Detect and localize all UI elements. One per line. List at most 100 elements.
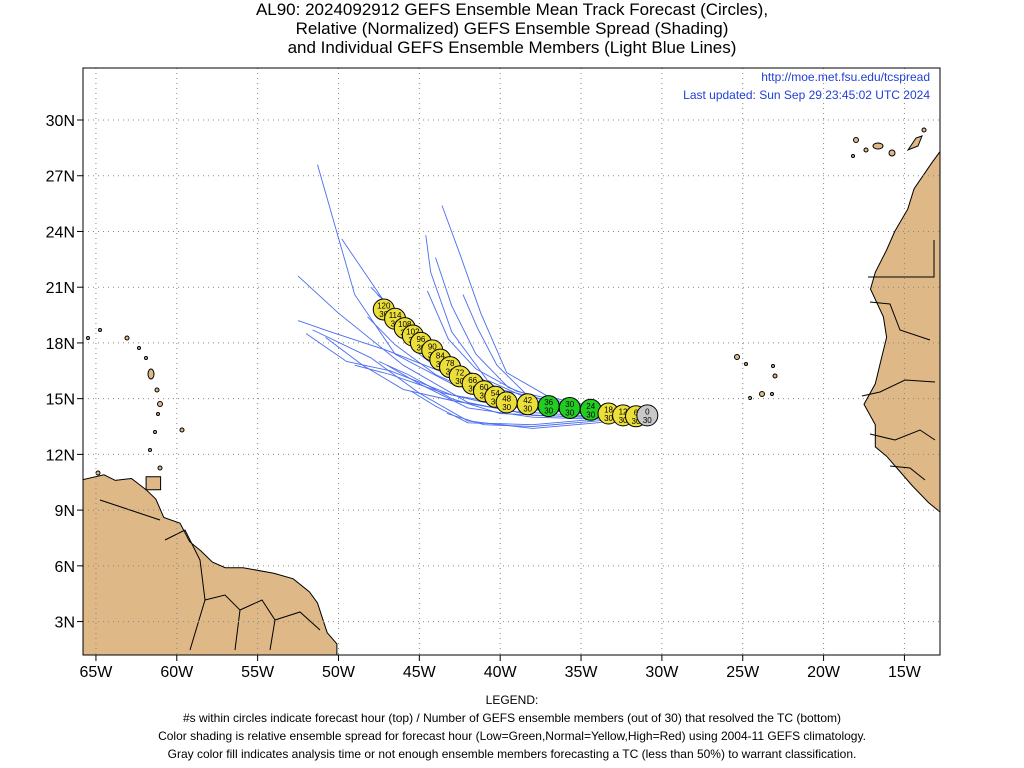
lat-tick-label: 3N — [55, 615, 75, 632]
island — [734, 354, 740, 360]
title-line-2: Relative (Normalized) GEFS Ensemble Spre… — [295, 19, 729, 38]
island — [157, 401, 163, 407]
member-count-label: 30 — [544, 407, 553, 416]
forecast-hour-label: 6 — [634, 408, 639, 417]
island — [759, 391, 765, 397]
lon-tick-label: 65W — [79, 664, 113, 681]
legend-heading: LEGEND: — [485, 693, 539, 707]
island — [86, 336, 90, 340]
mean-track: 1203011430108301023096309030843078307230… — [372, 298, 659, 428]
island — [906, 135, 923, 152]
island — [95, 470, 101, 476]
ensemble-member-track — [297, 275, 648, 418]
forecast-hour-label: 24 — [586, 402, 595, 411]
lat-tick-label: 15N — [46, 392, 75, 409]
island — [154, 387, 160, 393]
island — [872, 142, 884, 150]
last-updated: Last updated: Sun Sep 29 23:45:02 UTC 20… — [683, 88, 930, 102]
forecast-hour-label: 30 — [565, 400, 574, 409]
forecast-hour-label: 84 — [436, 352, 445, 361]
forecast-hour-label: 36 — [544, 398, 553, 407]
island — [137, 346, 141, 350]
island — [144, 356, 148, 360]
forecast-hour-label: 60 — [480, 383, 489, 392]
ensemble-member-track — [425, 235, 648, 416]
lon-tick-label: 25W — [726, 664, 760, 681]
title-line-3: and Individual GEFS Ensemble Members (Li… — [287, 38, 737, 57]
country-border — [868, 240, 935, 278]
lat-tick-label: 24N — [46, 224, 75, 241]
lon-tick-label: 55W — [241, 664, 275, 681]
country-border — [869, 301, 931, 341]
lat-tick-label: 27N — [46, 169, 75, 186]
island — [771, 364, 775, 368]
country-border — [861, 379, 936, 397]
member-count-label: 30 — [468, 384, 477, 393]
member-count-label: 30 — [586, 410, 595, 419]
country-border — [99, 499, 161, 521]
forecast-hour-label: 108 — [398, 320, 412, 329]
member-count-label: 30 — [565, 408, 574, 417]
country-border — [204, 594, 241, 651]
legend-line-3: Gray color fill indicates analysis time … — [167, 747, 857, 761]
island — [748, 396, 752, 400]
lon-tick-label: 30W — [645, 664, 679, 681]
source-url[interactable]: http://moe.met.fsu.edu/tcspread — [761, 70, 930, 84]
land-mass — [83, 474, 338, 655]
ensemble-member-track — [325, 337, 648, 416]
forecast-hour-label: 72 — [455, 368, 464, 377]
lon-tick-label: 35W — [565, 664, 599, 681]
track-map: 1203011430108301023096309030843078307230… — [46, 67, 941, 681]
member-count-label: 30 — [491, 397, 500, 406]
country-border — [239, 599, 276, 651]
country-border — [869, 429, 936, 441]
forecast-hour-label: 48 — [502, 394, 511, 403]
forecast-hour-label: 120 — [377, 301, 391, 310]
legend-line-2: Color shading is relative ensemble sprea… — [158, 729, 866, 743]
lon-tick-label: 45W — [403, 664, 437, 681]
lon-tick-label: 40W — [484, 664, 518, 681]
member-count-label: 30 — [502, 403, 511, 412]
member-count-label: 30 — [480, 392, 489, 401]
island — [770, 392, 774, 396]
forecast-hour-label: 96 — [416, 335, 425, 344]
forecast-hour-label: 114 — [389, 311, 402, 320]
track-point: 030 — [636, 404, 659, 427]
island — [179, 427, 185, 433]
member-count-label: 30 — [455, 377, 464, 386]
ensemble-member-track — [317, 164, 648, 416]
forecast-hour-label: 18 — [604, 406, 613, 415]
country-border — [274, 611, 321, 631]
forecast-hour-label: 0 — [645, 407, 650, 416]
island — [124, 335, 130, 341]
islands-layer — [86, 127, 936, 651]
island — [851, 154, 855, 158]
island — [853, 137, 859, 143]
land-mass — [145, 476, 162, 491]
member-count-label: 30 — [619, 416, 628, 425]
lon-tick-label: 20W — [807, 664, 841, 681]
forecast-hour-label: 12 — [619, 407, 628, 416]
member-count-label: 30 — [604, 414, 613, 423]
land-mass — [863, 149, 940, 516]
lon-tick-label: 15W — [888, 664, 922, 681]
forecast-hour-label: 102 — [406, 327, 420, 336]
lon-tick-label: 60W — [160, 664, 194, 681]
legend-line-1: #s within circles indicate forecast hour… — [182, 711, 842, 725]
member-count-label: 30 — [379, 310, 388, 319]
axis-ticks: 65W 60W 55W 50W 45W 40W 35W 30W 25W 20W 15W 3N 6N 9N 1… — [46, 113, 922, 681]
ensemble-member-track — [312, 329, 648, 429]
country-border — [889, 465, 926, 481]
island — [148, 448, 152, 452]
country-border — [164, 529, 206, 651]
member-count-label: 30 — [416, 343, 425, 352]
title-line-1: AL90: 2024092912 GEFS Ensemble Mean Trac… — [255, 0, 769, 19]
island — [921, 127, 927, 133]
member-count-label: 30 — [632, 417, 641, 426]
forecast-hour-label: 54 — [491, 389, 500, 398]
lat-tick-label: 18N — [46, 336, 75, 353]
lat-tick-label: 9N — [55, 503, 75, 520]
